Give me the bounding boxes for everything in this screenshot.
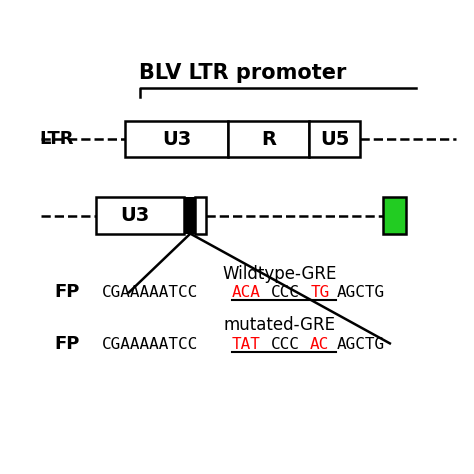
Bar (125, 121, 228, 157)
Bar (185, 197, 195, 234)
Text: FP: FP (54, 283, 80, 301)
Text: AGCTG: AGCTG (336, 285, 384, 300)
Bar (228, 121, 309, 157)
Text: U5: U5 (320, 129, 349, 148)
Text: AC: AC (310, 337, 329, 352)
Text: TG: TG (310, 285, 329, 300)
Text: CGAAAAATCC: CGAAAAATCC (101, 285, 198, 300)
Text: LTR: LTR (39, 130, 74, 148)
Text: TAT: TAT (232, 337, 261, 352)
Text: FP: FP (54, 336, 80, 354)
Text: U3: U3 (162, 129, 191, 148)
Text: CCC: CCC (271, 285, 300, 300)
Text: CCC: CCC (271, 337, 300, 352)
Bar (195, 197, 206, 234)
Text: CGAAAAATCC: CGAAAAATCC (101, 337, 198, 352)
Bar (309, 121, 360, 157)
Text: U3: U3 (120, 206, 149, 225)
Text: BLV LTR promoter: BLV LTR promoter (139, 64, 346, 83)
Text: AGCTG: AGCTG (336, 337, 384, 352)
Text: R: R (261, 129, 276, 148)
Bar (96, 197, 184, 234)
Bar (383, 197, 406, 234)
Text: Wildtype-GRE: Wildtype-GRE (222, 265, 337, 283)
Text: mutated-GRE: mutated-GRE (224, 316, 336, 334)
Text: ACA: ACA (232, 285, 261, 300)
